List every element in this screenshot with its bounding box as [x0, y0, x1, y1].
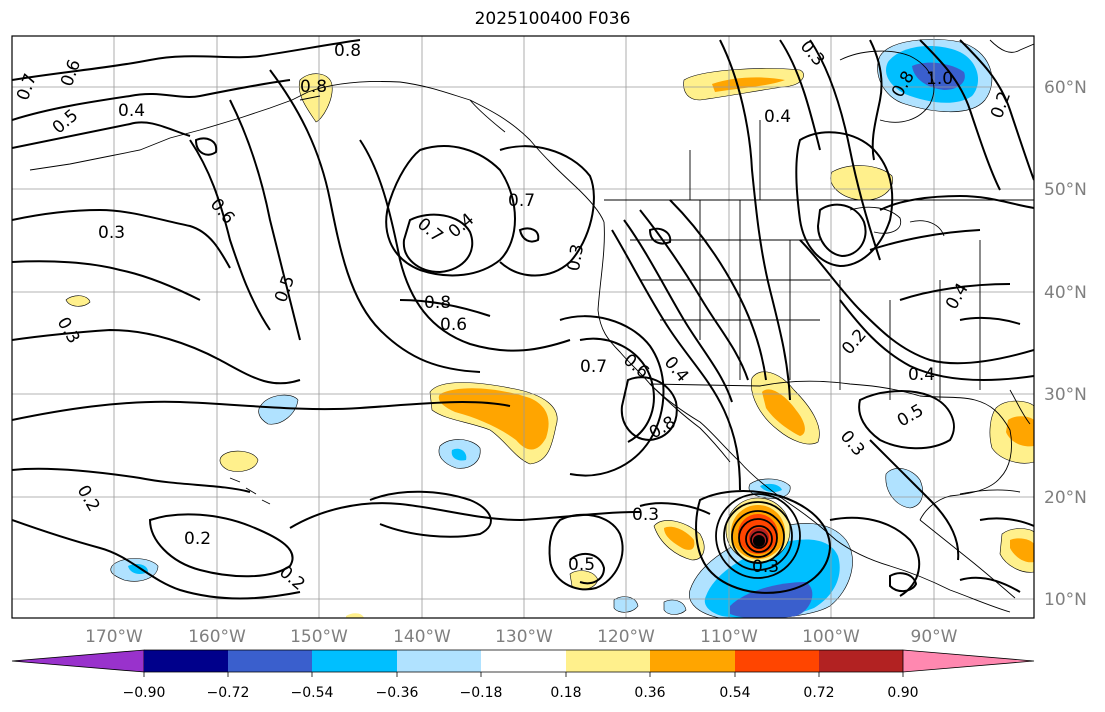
colorbar-tick-label: −0.36	[376, 685, 419, 701]
fill-mexico-orange	[762, 389, 805, 436]
colorbar-segment	[312, 650, 397, 672]
fill-blue-440-inner	[451, 448, 467, 461]
fill-yellow-small-pacific	[65, 295, 91, 307]
lat-label-40n: 40°N	[1044, 283, 1087, 303]
colorbar-segment	[650, 650, 735, 672]
colorbar-segment	[819, 650, 903, 672]
fill-hurricane-royalblue	[730, 582, 813, 618]
coastlines	[29, 39, 1034, 613]
contour-label: 0.5	[568, 555, 595, 575]
colorbar-tick-label: −0.54	[291, 685, 334, 701]
lon-label-140w: 140°W	[393, 627, 451, 647]
lon-label-120w: 120°W	[597, 627, 655, 647]
lat-label-60n: 60°N	[1044, 78, 1087, 98]
map-area	[12, 36, 1034, 618]
contour-label: 1.0	[926, 69, 953, 89]
fill-pacific-orange	[438, 388, 549, 450]
contour-label: 0.6	[440, 315, 467, 335]
colorbar-segment	[481, 650, 566, 672]
contour-label: 0.3	[98, 223, 125, 243]
colorbar-tick-label: 0.18	[550, 685, 581, 701]
fill-small-blue-660	[663, 599, 687, 615]
lon-label-90w: 90°W	[911, 627, 958, 647]
fill-pacific-small-blue	[258, 394, 299, 425]
contour-label: 0.4	[908, 365, 935, 385]
colorbar-tick-label: 0.54	[719, 685, 750, 701]
colorbar-tick-label: −0.18	[460, 685, 503, 701]
colorbar-left-extension	[11, 649, 145, 673]
contour-label: 0.7	[508, 191, 535, 211]
longitude-labels: 170°W 160°W 150°W 140°W 130°W 120°W 110°…	[85, 627, 958, 647]
colorbar-tick-label: 0.90	[887, 685, 918, 701]
colorbar-segment	[397, 650, 481, 672]
contour-label: 0.3	[632, 505, 659, 525]
colorbar: −0.90 −0.72 −0.54 −0.36 −0.18 0.18 0.36 …	[11, 649, 1035, 701]
contour-label: 0.8	[300, 77, 327, 97]
contour-label: 0.8	[424, 293, 451, 313]
fill-small-yellow-345	[346, 613, 364, 618]
lon-label-110w: 110°W	[700, 627, 758, 647]
fill-gulf-orange	[1006, 416, 1034, 447]
contour-label: 0.8	[334, 41, 361, 61]
lat-label-10n: 10°N	[1044, 590, 1087, 610]
lon-label-160w: 160°W	[188, 627, 246, 647]
colorbar-segment	[144, 650, 228, 672]
map-title: 2025100400 F036	[474, 9, 631, 29]
colorbar-right-extension	[902, 649, 1035, 673]
filled-anomaly-regions	[65, 39, 1034, 618]
fill-hudson-royalblue	[912, 62, 965, 90]
lat-label-20n: 20°N	[1044, 488, 1087, 508]
colorbar-segment	[228, 650, 312, 672]
map-frame	[11, 35, 1035, 619]
contour-lines	[12, 39, 1034, 600]
fill-west-hurricane-orange	[664, 526, 695, 550]
latitude-labels: 60°N 50°N 40°N 30°N 20°N 10°N	[1044, 78, 1087, 610]
lat-label-30n: 30°N	[1044, 385, 1087, 405]
colorbar-segment	[735, 650, 819, 672]
fill-lakes-yellow	[830, 165, 893, 201]
lon-label-150w: 150°W	[290, 627, 348, 647]
hurricane-contours	[715, 493, 801, 579]
lon-label-130w: 130°W	[495, 627, 553, 647]
contour-label: 0.3	[752, 557, 779, 577]
lat-label-50n: 50°N	[1044, 180, 1087, 200]
lon-label-170w: 170°W	[85, 627, 143, 647]
contour-label: 0.4	[764, 107, 791, 127]
colorbar-tick-label: −0.90	[123, 685, 166, 701]
colorbar-tick-label: 0.72	[803, 685, 834, 701]
fill-yellow-220	[219, 450, 259, 472]
contour-label: 0.7	[580, 357, 607, 377]
contour-label: 0.2	[184, 529, 211, 549]
fill-hurricane-center	[753, 535, 765, 547]
colorbar-tick-label: 0.36	[634, 685, 665, 701]
contour-label: 0.4	[118, 101, 145, 121]
lon-label-100w: 100°W	[802, 627, 860, 647]
fill-blue-left-inner	[128, 564, 148, 574]
fill-caribbean-orange	[1010, 538, 1034, 563]
colorbar-segment	[566, 650, 650, 672]
contour-label: 0.3	[564, 243, 588, 273]
fill-canada-orange	[712, 77, 785, 92]
colorbar-tick-label: −0.72	[207, 685, 250, 701]
